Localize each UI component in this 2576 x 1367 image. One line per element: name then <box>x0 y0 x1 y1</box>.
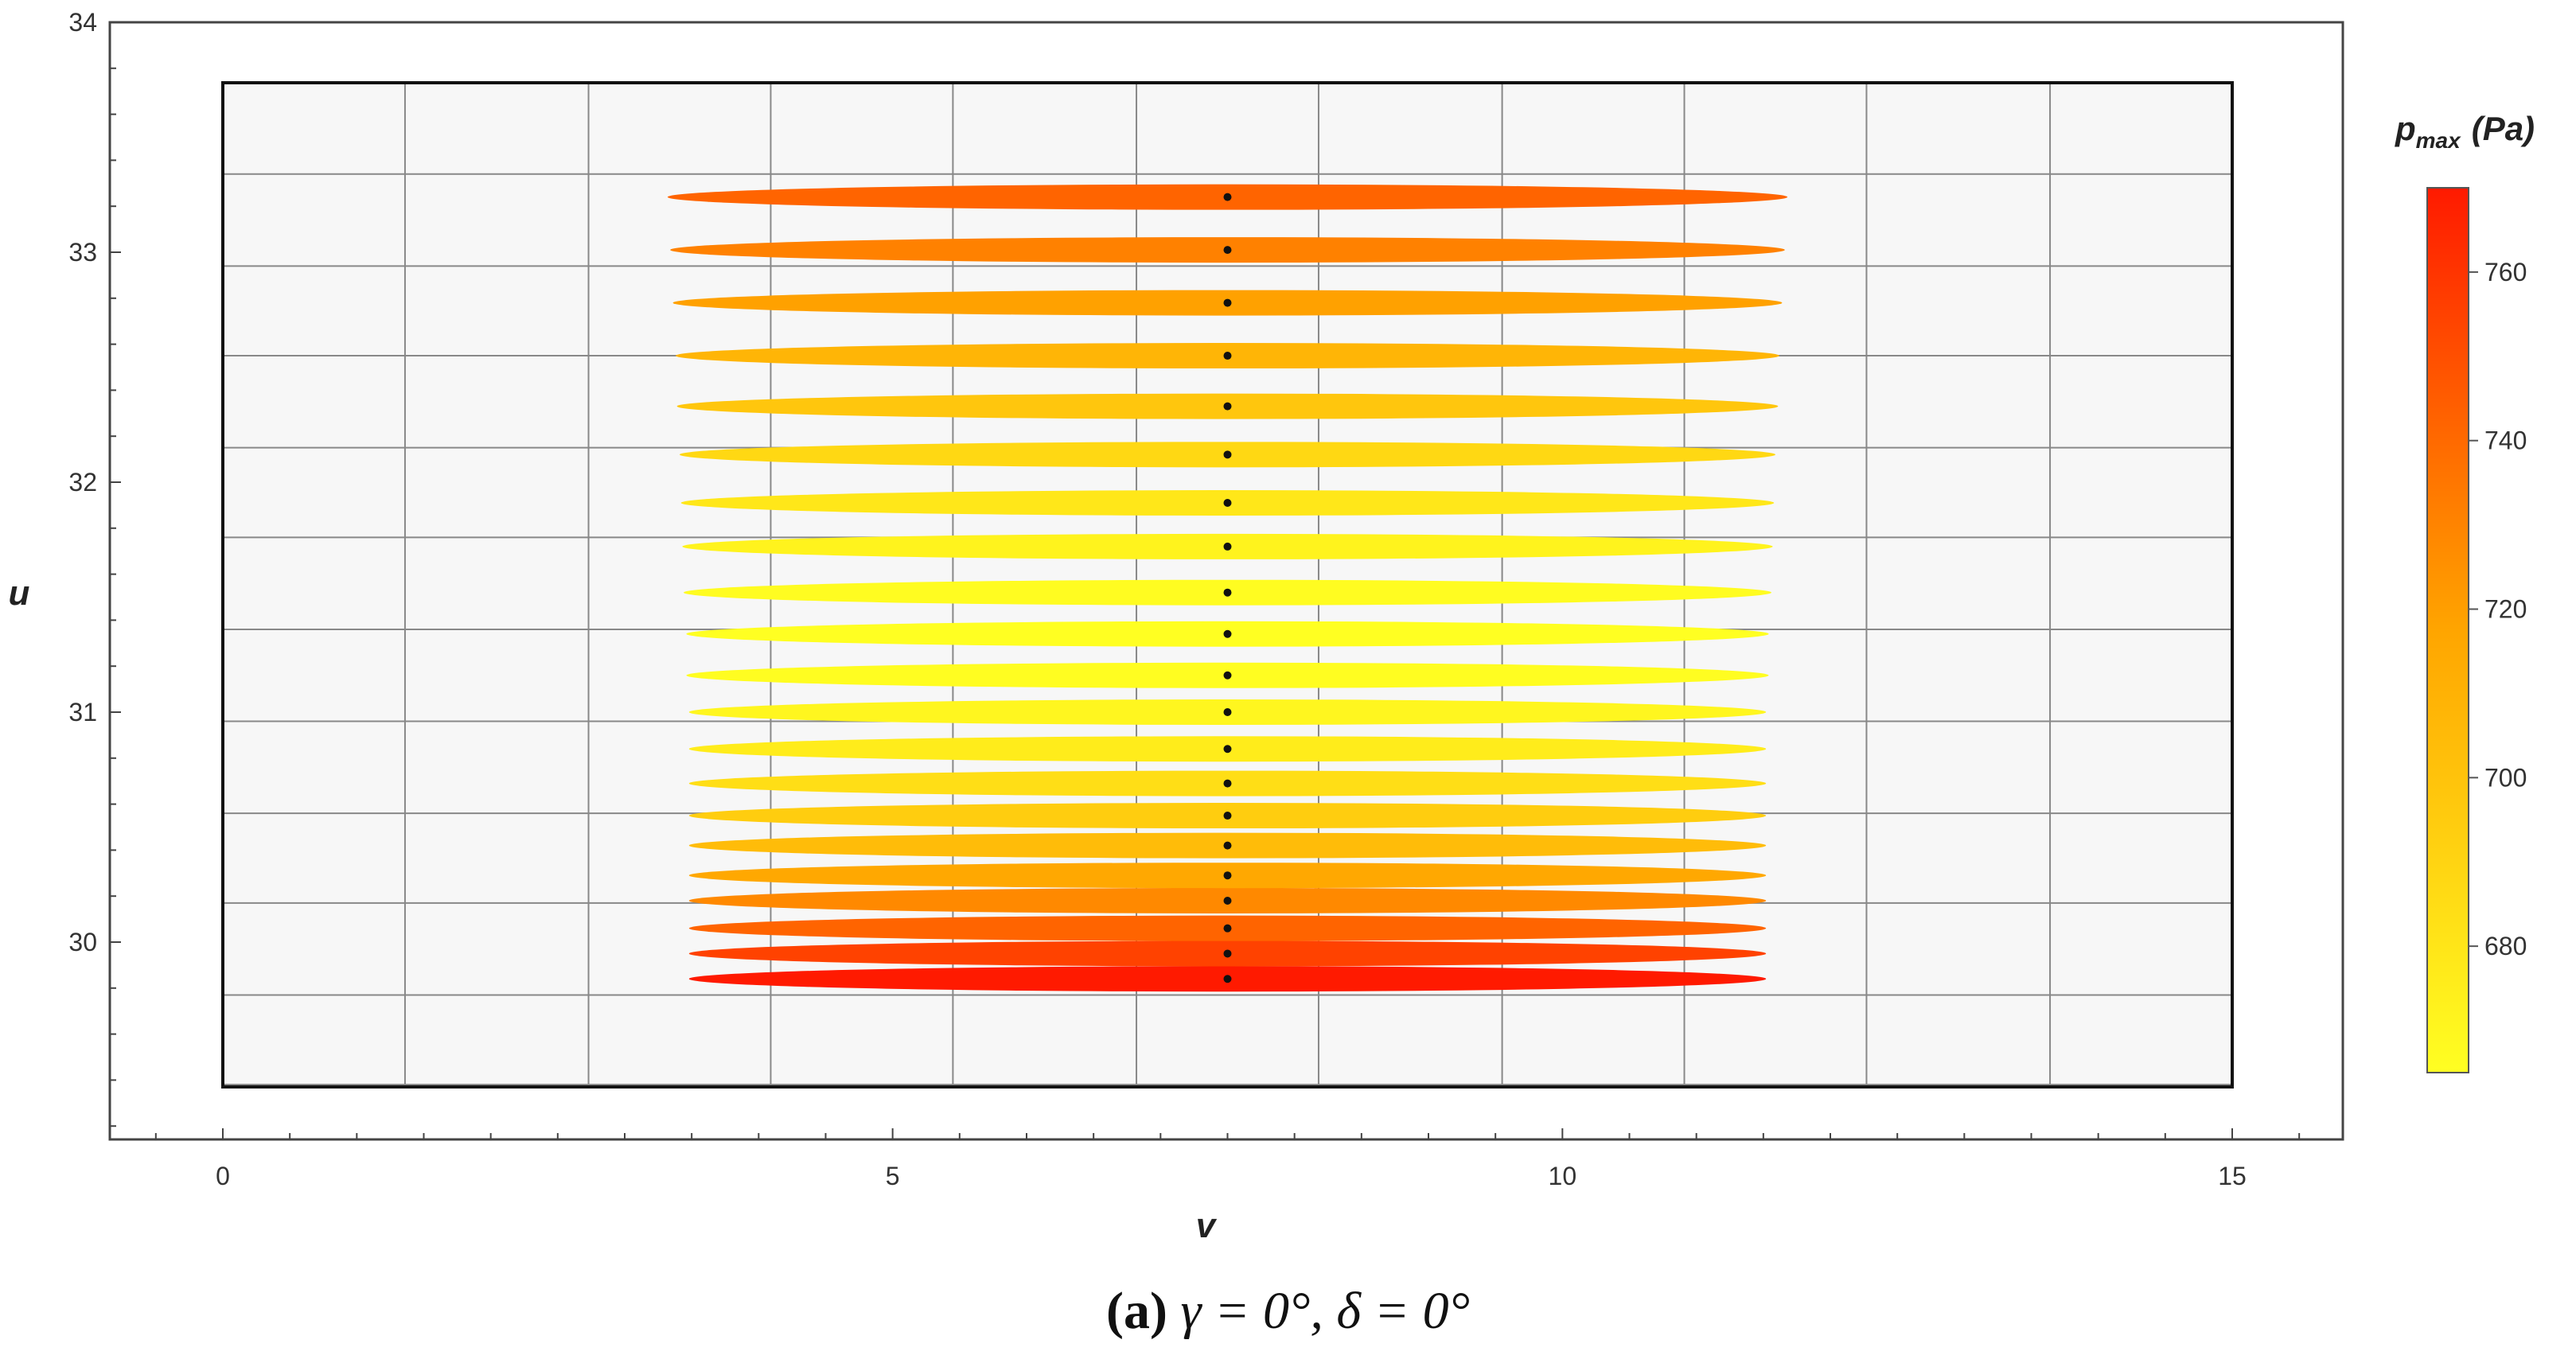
y-axis-title: u <box>9 574 30 613</box>
y-tick-label: 30 <box>68 928 97 956</box>
colorbar-ticks: 680 700 720 740 760 <box>2469 258 2527 960</box>
colorbar-tick-label: 680 <box>2484 932 2527 960</box>
y-tick-label: 32 <box>68 468 97 497</box>
y-tick-label: 31 <box>68 698 97 726</box>
x-tick-label: 0 <box>216 1162 230 1190</box>
y-tick-label: 33 <box>68 238 97 267</box>
data-point <box>1223 871 1232 880</box>
y-axis-ticks: 30 31 32 33 34 <box>68 8 121 1127</box>
caption-label: (a) <box>1105 1282 1167 1340</box>
colorbar-title-subscript: max <box>2416 128 2461 153</box>
colorbar-tick-label: 740 <box>2484 426 2527 455</box>
data-point <box>1223 924 1232 933</box>
x-tick-label: 15 <box>2218 1162 2247 1190</box>
data-point <box>1223 812 1232 820</box>
center-points <box>1223 193 1232 983</box>
colorbar-gradient <box>2426 187 2469 1073</box>
x-axis-ticks: 0 5 10 15 <box>154 1128 2301 1190</box>
data-point <box>1223 542 1232 551</box>
data-point <box>1223 949 1232 958</box>
data-point <box>1223 450 1232 459</box>
x-tick-label: 5 <box>886 1162 900 1190</box>
data-point <box>1223 352 1232 360</box>
caption-text: γ = 0°, δ = 0° <box>1180 1282 1471 1340</box>
colorbar-title: pmax (Pa) <box>2395 110 2535 153</box>
data-point <box>1223 671 1232 680</box>
x-axis-title: v <box>1196 1206 1218 1245</box>
data-point <box>1223 841 1232 850</box>
inner-frame <box>221 81 2234 1089</box>
colorbar-tick-label: 720 <box>2484 595 2527 624</box>
colorbar-title-symbol: p <box>2395 110 2416 147</box>
data-point <box>1223 708 1232 716</box>
data-point <box>1223 588 1232 597</box>
data-point <box>1223 779 1232 788</box>
data-point <box>1223 402 1232 411</box>
data-point <box>1223 499 1232 508</box>
colorbar-title-unit: (Pa) <box>2472 110 2535 147</box>
data-point <box>1223 193 1232 201</box>
outer-frame <box>108 21 2344 1141</box>
data-point <box>1223 246 1232 255</box>
colorbar-tick-label: 700 <box>2484 763 2527 792</box>
data-point <box>1223 298 1232 307</box>
data-point <box>1223 896 1232 905</box>
figure-caption: (a) γ = 0°, δ = 0° <box>0 1281 2576 1342</box>
y-tick-label: 34 <box>68 8 97 37</box>
data-point <box>1223 745 1232 754</box>
x-tick-label: 10 <box>1549 1162 1577 1190</box>
data-point <box>1223 629 1232 638</box>
colorbar-tick-label: 760 <box>2484 258 2527 286</box>
data-point <box>1223 975 1232 983</box>
